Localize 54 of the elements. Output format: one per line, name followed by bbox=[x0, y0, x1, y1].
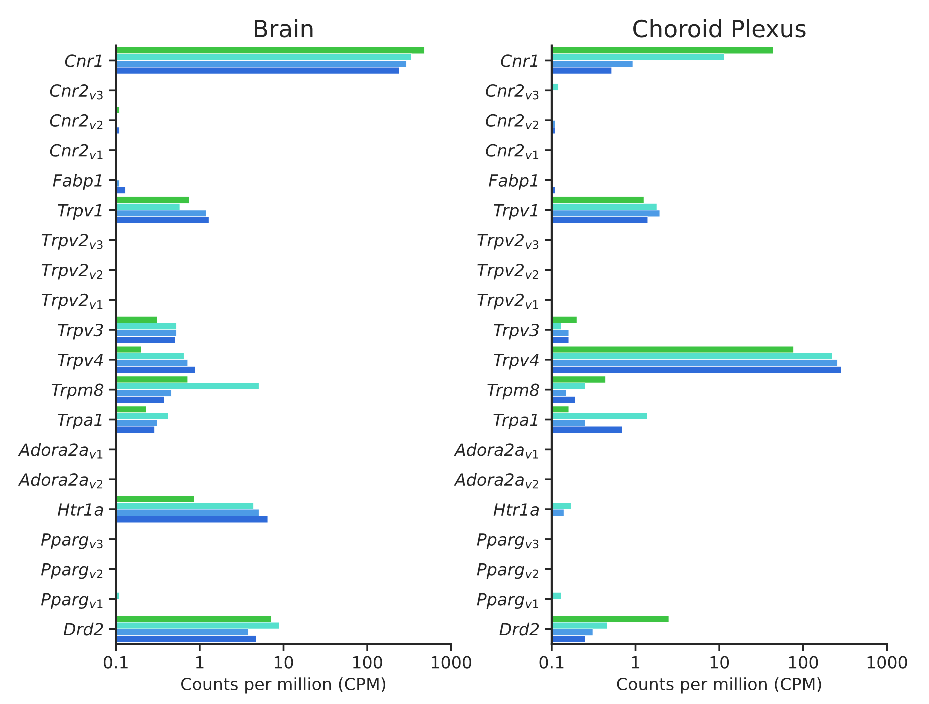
y-tick-label: Pparg$_{v3}$ bbox=[477, 534, 539, 550]
x-tick-label: 1 bbox=[196, 656, 204, 669]
y-tick-label: Adora2a$_{v2}$ bbox=[18, 473, 103, 489]
y-tick-label: Trpa1 bbox=[58, 414, 102, 430]
y-tick-label: Trpv1 bbox=[494, 204, 538, 220]
y-tick-label: Trpv2$_{v2}$ bbox=[42, 264, 103, 280]
y-tick-label: Pparg$_{v1}$ bbox=[477, 593, 538, 610]
y-tick-label: Fabp1 bbox=[489, 174, 538, 190]
y-tick-label: Adora2a$_{v1}$ bbox=[454, 443, 538, 459]
x-axis-title: Counts per million (CPM) bbox=[617, 678, 822, 694]
y-tick-label: Trpv1 bbox=[58, 204, 102, 220]
y-tick-label: Pparg$_{v3}$ bbox=[41, 534, 103, 550]
y-tick-label: Adora2a$_{v2}$ bbox=[454, 473, 538, 489]
y-tick-label: Cnr2$_{v1}$ bbox=[486, 144, 539, 160]
y-tick-label: Cnr2$_{v1}$ bbox=[50, 144, 103, 160]
y-tick-label: Trpv2$_{v3}$ bbox=[42, 234, 103, 250]
x-tick-label: 10 bbox=[710, 656, 730, 669]
y-tick-label: Drd2 bbox=[500, 622, 540, 636]
y-tick-label: Trpv2$_{v1}$ bbox=[478, 294, 538, 310]
y-tick-label: Trpv3 bbox=[58, 324, 104, 340]
y-tick-label: Cnr1 bbox=[65, 54, 102, 68]
x-tick-label: 100 bbox=[353, 656, 382, 669]
x-tick-label: 1 bbox=[632, 656, 640, 669]
y-tick-label: Htr1a bbox=[58, 504, 104, 516]
y-tick-label: Trpv2$_{v3}$ bbox=[478, 234, 539, 250]
y-tick-label: Pparg$_{v2}$ bbox=[477, 564, 538, 580]
y-tick-label: Cnr2$_{v2}$ bbox=[486, 114, 538, 130]
y-tick-label: Trpv4 bbox=[494, 354, 539, 370]
y-tick-label: Trpv3 bbox=[494, 324, 540, 340]
y-tick-label: Trpv2$_{v2}$ bbox=[478, 264, 538, 280]
y-tick-label: Fabp1 bbox=[53, 174, 102, 190]
x-tick-label: 0.1 bbox=[540, 656, 564, 669]
x-tick-label: 1000 bbox=[432, 656, 472, 669]
y-tick-label: Cnr1 bbox=[501, 54, 538, 68]
x-tick-label: 10 bbox=[274, 656, 294, 669]
y-tick-label: Cnr2$_{v2}$ bbox=[50, 114, 103, 130]
y-tick-label: Cnr2$_{v3}$ bbox=[486, 84, 539, 100]
y-tick-label: Htr1a bbox=[494, 504, 540, 516]
chart-title: Choroid Plexus bbox=[634, 19, 806, 38]
x-tick-label: 100 bbox=[789, 656, 818, 669]
y-tick-label: Trpm8 bbox=[488, 384, 540, 400]
y-tick-label: Pparg$_{v1}$ bbox=[41, 593, 103, 610]
y-tick-label: Pparg$_{v2}$ bbox=[41, 564, 103, 580]
y-tick-label: Trpv4 bbox=[58, 354, 104, 370]
y-tick-label: Cnr2$_{v3}$ bbox=[50, 84, 103, 100]
y-tick-label: Drd2 bbox=[64, 622, 104, 636]
y-tick-label: Adora2a$_{v1}$ bbox=[18, 443, 103, 459]
x-axis-title: Counts per million (CPM) bbox=[182, 678, 386, 694]
y-tick-label: Trpm8 bbox=[52, 384, 104, 400]
y-tick-label: Trpv2$_{v1}$ bbox=[42, 294, 103, 310]
x-tick-label: 0.1 bbox=[104, 656, 128, 669]
y-tick-label: Trpa1 bbox=[494, 414, 538, 430]
chart-title: Brain bbox=[255, 19, 313, 38]
x-tick-label: 1000 bbox=[868, 656, 908, 669]
